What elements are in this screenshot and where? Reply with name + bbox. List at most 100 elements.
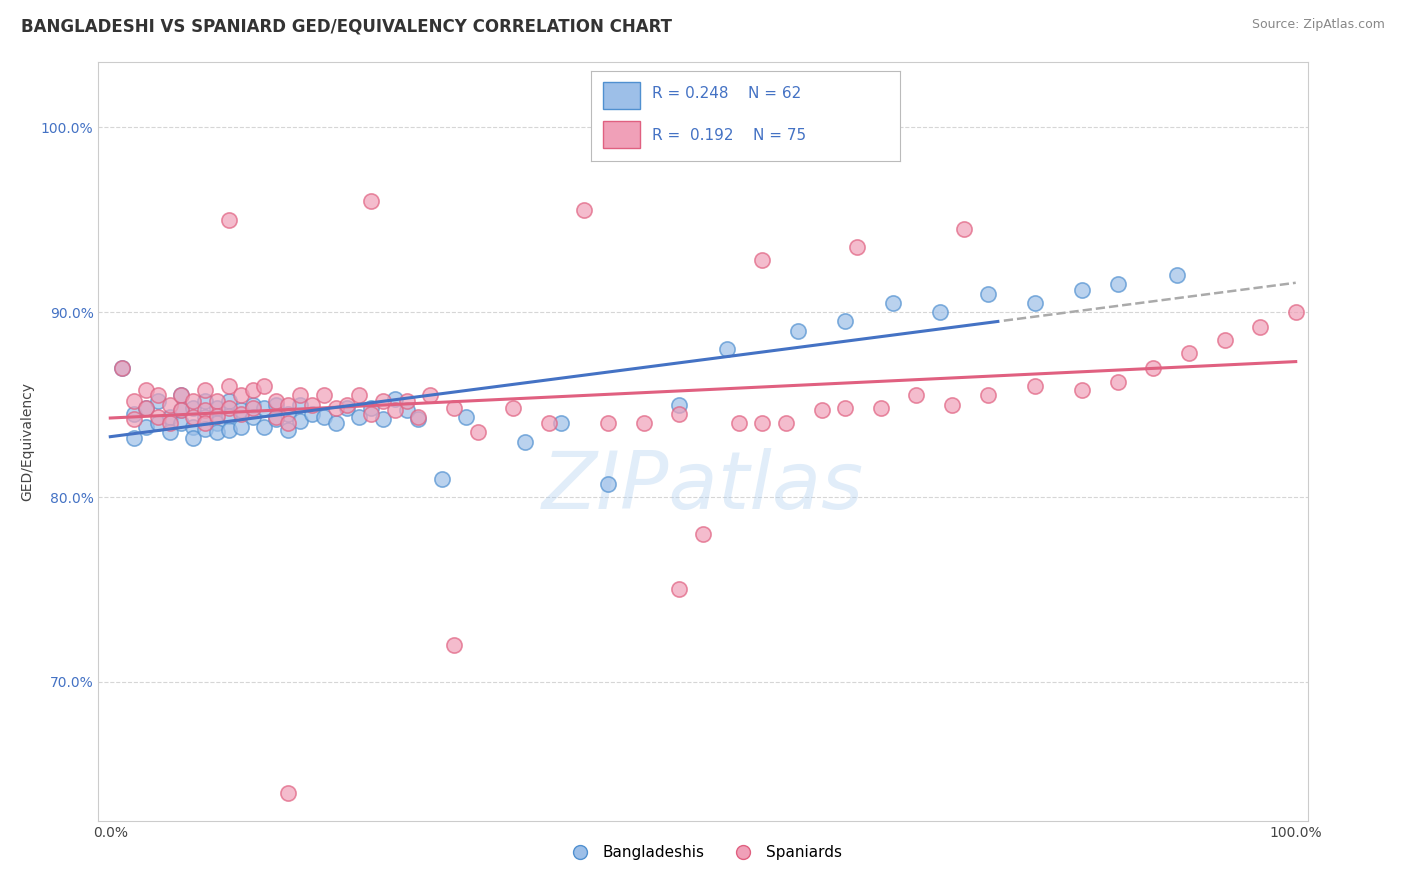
- Point: [170, 403, 193, 417]
- Point: [229, 419, 252, 434]
- Point: [181, 419, 204, 434]
- Point: [537, 416, 560, 430]
- Point: [846, 240, 869, 254]
- Point: [194, 410, 217, 425]
- Point: [170, 416, 193, 430]
- Point: [194, 416, 217, 430]
- Point: [360, 194, 382, 208]
- Point: [218, 379, 240, 393]
- Point: [952, 222, 974, 236]
- Point: [1024, 296, 1046, 310]
- Point: [395, 403, 418, 417]
- Point: [288, 398, 311, 412]
- Point: [325, 401, 347, 416]
- Point: [181, 393, 204, 408]
- Point: [242, 398, 264, 412]
- Point: [111, 360, 134, 375]
- Point: [668, 407, 690, 421]
- Point: [929, 305, 952, 319]
- Point: [253, 379, 276, 393]
- Point: [135, 383, 157, 397]
- Point: [454, 410, 477, 425]
- Point: [159, 410, 181, 425]
- Point: [1166, 268, 1188, 282]
- Point: [633, 416, 655, 430]
- Point: [941, 398, 963, 412]
- Point: [122, 431, 145, 445]
- Point: [408, 412, 430, 426]
- Bar: [603, 82, 640, 109]
- Point: [159, 398, 181, 412]
- Point: [1071, 383, 1094, 397]
- Text: ZIPatlas: ZIPatlas: [541, 448, 865, 526]
- Point: [135, 401, 157, 416]
- Point: [194, 383, 217, 397]
- Point: [360, 407, 382, 421]
- Point: [751, 253, 773, 268]
- Point: [170, 388, 193, 402]
- Point: [205, 393, 228, 408]
- Point: [264, 410, 287, 425]
- Point: [432, 471, 454, 485]
- Point: [1024, 379, 1046, 393]
- Point: [786, 324, 808, 338]
- Point: [598, 416, 620, 430]
- Point: [716, 342, 738, 356]
- Point: [502, 401, 524, 416]
- Point: [288, 388, 311, 402]
- Point: [229, 388, 252, 402]
- Point: [111, 360, 134, 375]
- Point: [775, 416, 797, 430]
- Point: [371, 393, 394, 408]
- Point: [869, 401, 891, 416]
- Point: [1071, 283, 1094, 297]
- Text: R =  0.192    N = 75: R = 0.192 N = 75: [652, 128, 807, 143]
- Point: [301, 407, 323, 421]
- Point: [301, 398, 323, 412]
- Point: [194, 393, 217, 408]
- Point: [810, 403, 832, 417]
- Point: [181, 401, 204, 416]
- Point: [1107, 277, 1129, 292]
- Point: [692, 527, 714, 541]
- Point: [277, 407, 299, 421]
- Point: [181, 410, 204, 425]
- Point: [205, 416, 228, 430]
- Point: [135, 401, 157, 416]
- Point: [122, 412, 145, 426]
- Point: [1249, 319, 1271, 334]
- Point: [264, 393, 287, 408]
- Point: [205, 409, 228, 423]
- Point: [312, 388, 335, 402]
- Point: [312, 410, 335, 425]
- Point: [170, 388, 193, 402]
- Point: [122, 393, 145, 408]
- Point: [419, 388, 441, 402]
- Point: [181, 431, 204, 445]
- Point: [408, 410, 430, 425]
- Point: [229, 407, 252, 421]
- Y-axis label: GED/Equivalency: GED/Equivalency: [20, 382, 34, 501]
- Point: [242, 401, 264, 416]
- Point: [384, 403, 406, 417]
- Point: [277, 398, 299, 412]
- Point: [1285, 305, 1308, 319]
- Point: [264, 412, 287, 426]
- Point: [1107, 376, 1129, 390]
- Point: [668, 398, 690, 412]
- Point: [515, 434, 537, 449]
- Point: [218, 424, 240, 438]
- Point: [443, 638, 465, 652]
- Point: [1178, 345, 1201, 359]
- Point: [371, 412, 394, 426]
- Point: [727, 416, 749, 430]
- Point: [194, 403, 217, 417]
- Point: [253, 401, 276, 416]
- Point: [395, 393, 418, 408]
- Point: [882, 296, 904, 310]
- Point: [1213, 333, 1236, 347]
- Point: [218, 401, 240, 416]
- Point: [668, 582, 690, 597]
- Point: [277, 416, 299, 430]
- Point: [976, 388, 998, 402]
